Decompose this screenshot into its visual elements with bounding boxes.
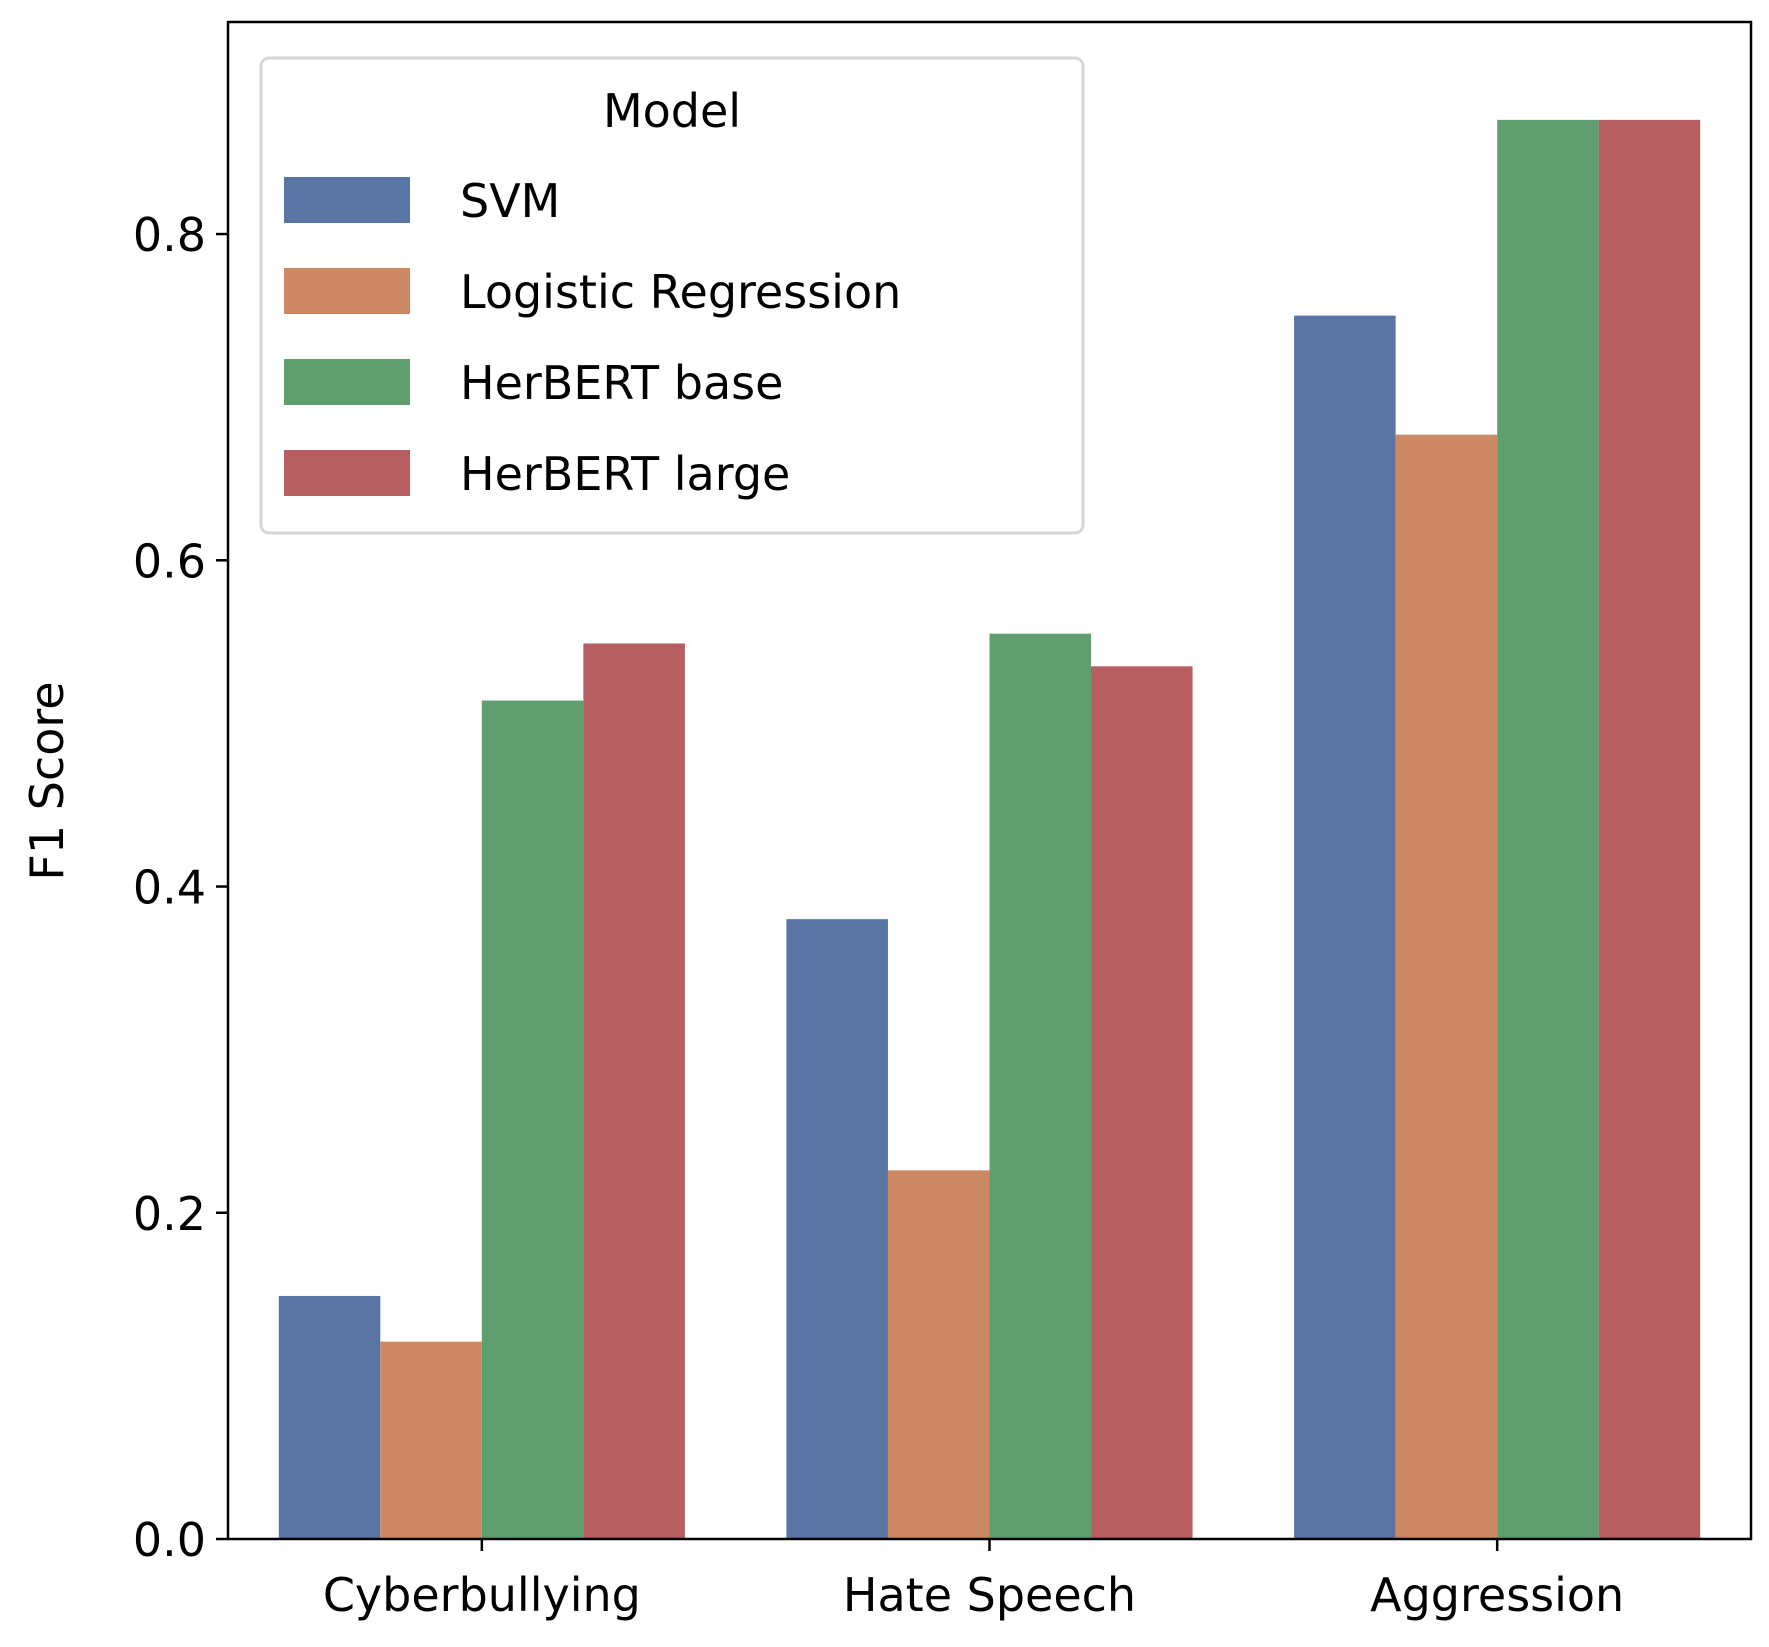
bar-herbert-base-hate-speech — [989, 633, 1092, 1539]
legend-label: HerBERT base — [460, 356, 783, 410]
legend-label: Logistic Regression — [460, 265, 901, 319]
x-tick-label: Cyberbullying — [323, 1568, 641, 1622]
x-tick-label: Aggression — [1370, 1568, 1624, 1622]
bar-logistic-regression-hate-speech — [887, 1170, 990, 1539]
y-tick-label: 0.0 — [133, 1513, 206, 1567]
legend-swatch — [284, 177, 410, 223]
legend-box — [259, 56, 1085, 535]
legend-title: Model — [603, 84, 741, 138]
bar-herbert-base-aggression — [1497, 119, 1599, 1540]
bar-logistic-regression-aggression — [1395, 434, 1498, 1540]
bar-herbert-large-aggression — [1598, 119, 1701, 1540]
y-axis-label: F1 Score — [20, 681, 74, 880]
axes-group: 0.0 0.2 0.4 0.6 0.8 Cyberbullying Hate Speech A… — [133, 20, 1753, 1622]
legend: Model SVM Logistic Regression HerBERT base H… — [259, 56, 1085, 535]
y-tick-label: 0.6 — [133, 534, 206, 588]
bar-herbert-large-cyberbullying — [583, 643, 685, 1539]
bar-logistic-regression-cyberbullying — [380, 1341, 482, 1539]
bar-herbert-large-hate-speech — [1091, 666, 1193, 1539]
legend-swatch — [284, 359, 410, 405]
bar-svm-hate-speech — [786, 919, 888, 1539]
y-tick-label: 0.8 — [133, 208, 206, 262]
bar-herbert-base-cyberbullying — [481, 700, 584, 1539]
bars-group — [278, 119, 1701, 1540]
legend-label: SVM — [460, 174, 560, 228]
y-tick-label: 0.4 — [133, 861, 206, 915]
bar-svm-aggression — [1294, 315, 1396, 1539]
legend-swatch — [284, 268, 410, 314]
y-tick-label: 0.2 — [133, 1187, 206, 1241]
legend-swatch — [284, 450, 410, 496]
x-tick-label: Hate Speech — [843, 1568, 1136, 1622]
bar-svm-cyberbullying — [278, 1295, 381, 1539]
legend-label: HerBERT large — [460, 447, 790, 501]
